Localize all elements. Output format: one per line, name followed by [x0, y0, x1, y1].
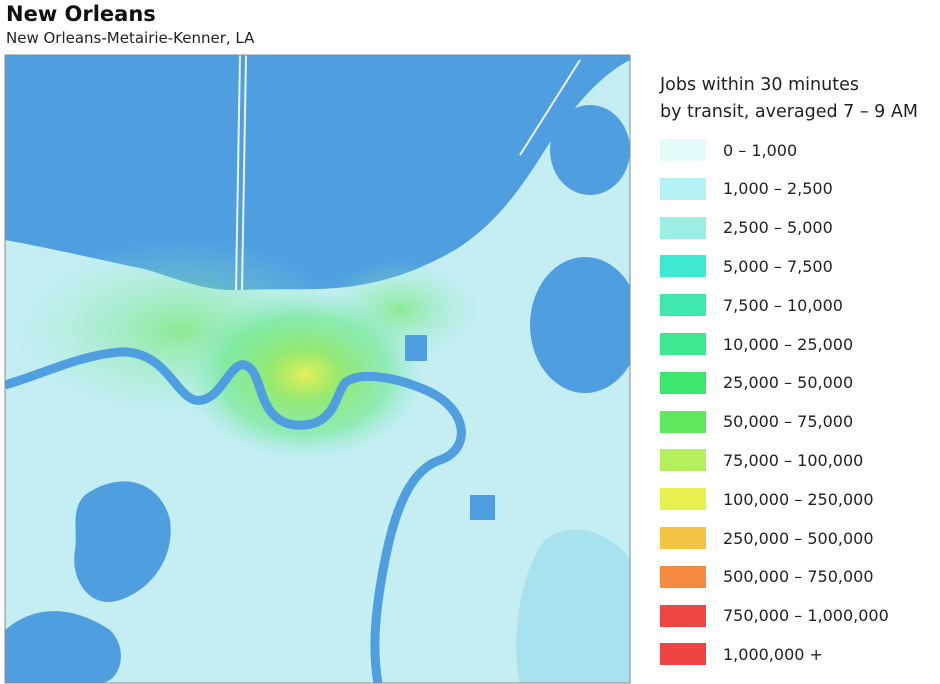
legend-swatch — [660, 371, 706, 394]
legend-swatch — [660, 255, 706, 278]
legend-label: 50,000 – 75,000 — [723, 412, 854, 432]
job-density — [185, 290, 425, 460]
lake — [550, 105, 630, 195]
legend-item: 25,000 – 50,000 — [660, 371, 854, 394]
legend-label: 7,500 – 10,000 — [723, 295, 843, 315]
basin — [405, 335, 427, 361]
legend-swatch — [660, 604, 706, 627]
legend-label: 1,000 – 2,500 — [723, 179, 833, 199]
legend-title: Jobs within 30 minutes — [660, 75, 859, 95]
legend-swatch — [660, 643, 706, 666]
legend-item: 1,000 – 2,500 — [660, 177, 833, 200]
legend-label: 1,000,000 + — [723, 644, 823, 664]
legend-label: 750,000 – 1,000,000 — [723, 606, 889, 626]
legend-label: 500,000 – 750,000 — [723, 567, 874, 587]
legend-swatch — [660, 449, 706, 472]
legend-swatch — [660, 410, 706, 433]
legend-label: 2,500 – 5,000 — [723, 218, 833, 238]
legend-label: 5,000 – 7,500 — [723, 256, 833, 276]
legend-swatch — [660, 294, 706, 317]
legend-label: 0 – 1,000 — [723, 140, 798, 160]
lake — [5, 55, 630, 291]
legend-label: 25,000 – 50,000 — [723, 373, 854, 393]
legend-item: 7,500 – 10,000 — [660, 294, 843, 317]
legend-swatch — [660, 488, 706, 511]
legend-item: 2,500 – 5,000 — [660, 216, 833, 239]
lake — [5, 611, 121, 683]
lake — [74, 481, 171, 602]
legend-swatch — [660, 565, 706, 588]
legend-swatch — [660, 139, 706, 161]
bridge — [519, 59, 581, 156]
legend-label: 10,000 – 25,000 — [723, 334, 854, 354]
basin — [470, 495, 495, 520]
legend-item: 250,000 – 500,000 — [660, 527, 874, 549]
subtitle: New Orleans-Metairie-Kenner, LA — [6, 29, 255, 47]
legend-item: 50,000 – 75,000 — [660, 410, 854, 433]
legend-title: by transit, averaged 7 – 9 AM — [660, 102, 918, 122]
legend-label: 100,000 – 250,000 — [723, 489, 874, 509]
river — [5, 347, 466, 683]
legend-item: 10,000 – 25,000 — [660, 333, 853, 355]
legend-item: 5,000 – 7,500 — [660, 255, 833, 278]
causeway — [241, 55, 247, 291]
marsh — [516, 529, 630, 683]
legend-item: 100,000 – 250,000 — [660, 488, 874, 511]
legend-swatch — [660, 177, 706, 200]
legend: Jobs within 30 minutes by transit, avera… — [660, 72, 940, 666]
legend-item: 500,000 – 750,000 — [660, 565, 874, 588]
lake — [530, 257, 630, 393]
title: New Orleans — [6, 2, 156, 26]
map-area — [5, 55, 630, 683]
legend-label: 75,000 – 100,000 — [723, 450, 864, 470]
legend-item: 750,000 – 1,000,000 — [660, 604, 889, 627]
map-border — [4, 54, 631, 684]
legend-swatch — [660, 527, 706, 549]
legend-item: 0 – 1,000 — [660, 139, 797, 161]
causeway — [235, 55, 241, 291]
legend-label: 250,000 – 500,000 — [723, 528, 874, 548]
legend-swatch — [660, 216, 706, 239]
legend-swatch — [660, 333, 706, 355]
legend-item: 1,000,000 + — [660, 643, 823, 666]
legend-item: 75,000 – 100,000 — [660, 449, 864, 472]
